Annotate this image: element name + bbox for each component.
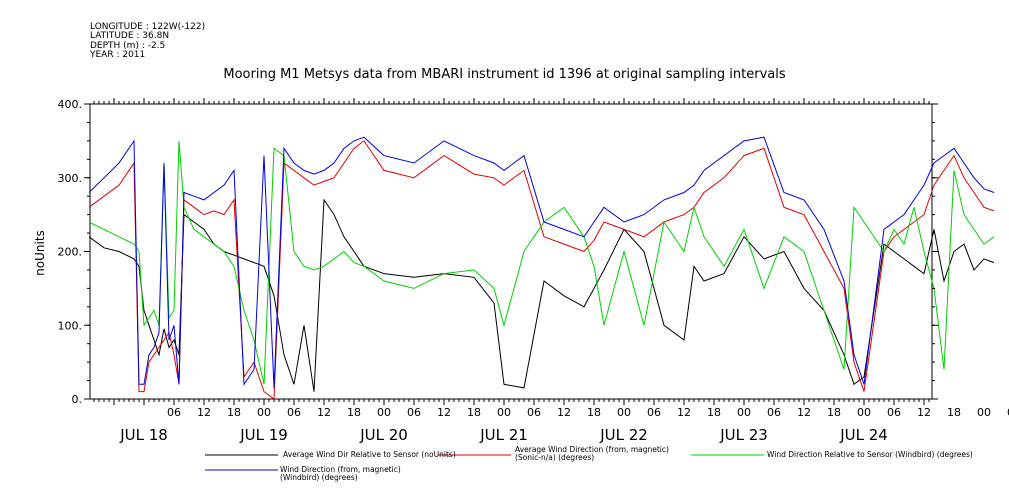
legend <box>205 454 764 471</box>
x-day-label: JUL 18 <box>119 426 168 444</box>
x-hour-label: 06 <box>647 406 661 419</box>
x-day-label: JUL 20 <box>359 426 408 444</box>
x-hour-label: 12 <box>197 406 211 419</box>
legend-label-wind-dir-relative-windbird: Wind Direction Relative to Sensor (Windb… <box>767 450 973 459</box>
x-hour-label: 00 <box>977 406 991 419</box>
x-hour-label: 00 <box>377 406 391 419</box>
x-hour-label: 00 <box>617 406 631 419</box>
series-line-3 <box>88 136 995 388</box>
header-year: YEAR : 2011 <box>90 50 146 60</box>
x-hour-label: 06 <box>887 406 901 419</box>
y-tick-label: 0. <box>72 393 83 406</box>
y-tick-label: 300. <box>58 172 83 185</box>
y-tick-label: 200. <box>58 246 83 259</box>
x-hour-label: 18 <box>707 406 721 419</box>
chart-title: Mooring M1 Metsys data from MBARI instru… <box>223 67 786 82</box>
x-day-label: JUL 23 <box>719 426 768 444</box>
x-hour-label: 06 <box>527 406 541 419</box>
header-depth: DEPTH (m) : -2.5 <box>90 41 166 51</box>
series-line-2 <box>88 140 995 385</box>
x-hour-label: 18 <box>467 406 481 419</box>
x-hour-label: 12 <box>797 406 811 419</box>
x-hour-label: 00 <box>257 406 271 419</box>
x-day-label: JUL 22 <box>599 426 648 444</box>
y-tick-label: 400. <box>58 98 83 111</box>
x-hour-label: 00 <box>857 406 871 419</box>
x-hour-label: 06 <box>1007 406 1009 419</box>
x-hour-label: 18 <box>827 406 841 419</box>
x-hour-label: 12 <box>917 406 931 419</box>
legend-label-avg-wind-dir-relative: Average Wind Dir Relative to Sensor (noU… <box>283 450 456 459</box>
x-hour-label: 12 <box>677 406 691 419</box>
x-hour-label: 06 <box>287 406 301 419</box>
x-hour-label: 06 <box>767 406 781 419</box>
x-day-label: JUL 19 <box>239 426 288 444</box>
x-hour-label: 00 <box>737 406 751 419</box>
x-hour-label: 12 <box>557 406 571 419</box>
x-hour-label: 06 <box>167 406 181 419</box>
x-hour-label: 06 <box>407 406 421 419</box>
legend-label-avg-wind-direction-sonic: Average Wind Direction (from, magnetic) … <box>515 445 669 462</box>
y-tick-label: 100. <box>58 319 83 332</box>
x-hour-label: 18 <box>587 406 601 419</box>
legend-label-wind-direction-windbird: Wind Direction (from, magnetic) (Windbir… <box>280 465 401 482</box>
x-hour-label: 12 <box>317 406 331 419</box>
x-hour-label: 18 <box>947 406 961 419</box>
header-longitude: LONGITUDE : 122W(-122) <box>90 22 206 32</box>
header-latitude: LATITUDE : 36.8N <box>90 31 170 41</box>
x-hour-label: 00 <box>497 406 511 419</box>
x-day-label: JUL 21 <box>479 426 528 444</box>
plot-frame <box>89 103 933 400</box>
x-day-label: JUL 24 <box>839 426 888 444</box>
x-hour-label: 18 <box>227 406 241 419</box>
x-hour-label: 12 <box>437 406 451 419</box>
x-hour-label: 18 <box>347 406 361 419</box>
series-line-1 <box>88 140 995 400</box>
